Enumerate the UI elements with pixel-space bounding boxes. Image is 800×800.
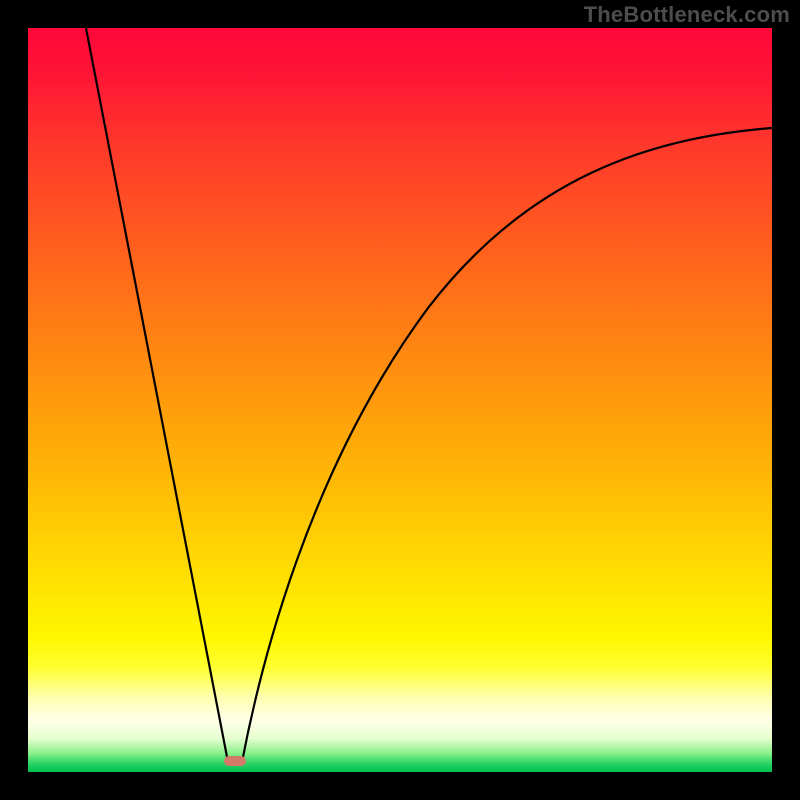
curve-layer: [28, 28, 772, 772]
plot-area: [28, 28, 772, 772]
curve-left-branch: [86, 28, 228, 762]
curve-right-branch: [242, 128, 772, 762]
watermark-text: TheBottleneck.com: [584, 2, 790, 28]
minimum-marker: [224, 756, 246, 766]
